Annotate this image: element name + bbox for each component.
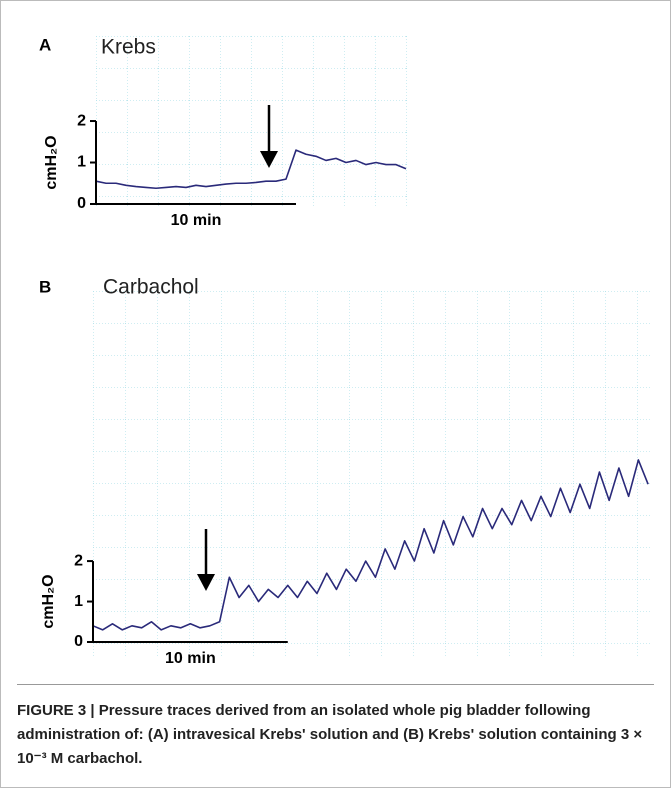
chart-paper	[96, 36, 409, 206]
panel-title: Krebs	[101, 36, 156, 59]
y-tick-label: 0	[74, 633, 83, 650]
arrow	[197, 529, 215, 591]
y-tick-label: 2	[77, 112, 86, 129]
caption: FIGURE 3 | Pressure traces derived from …	[17, 699, 657, 771]
panel-title: Carbachol	[103, 276, 199, 299]
trace	[95, 149, 407, 190]
arrow	[260, 105, 278, 168]
y-tick-label: 0	[77, 195, 86, 212]
panel-label: B	[39, 277, 51, 296]
y-axis-label: cmH₂O	[43, 135, 60, 189]
chart-area: A Krebs 0 1 2 cmH₂O 10 min B Carbachol 0 1 2 cmH₂O 10…	[39, 35, 652, 667]
divider	[17, 684, 654, 685]
panel-label: A	[39, 35, 51, 54]
chart-paper	[93, 291, 652, 656]
scale-bar-label: 10 min	[165, 650, 216, 667]
scale-bar-label: 10 min	[171, 212, 222, 229]
y-tick-label: 1	[74, 593, 83, 610]
trace	[92, 459, 649, 631]
caption-text: Pressure traces derived from an isolated…	[17, 702, 643, 767]
y-tick-label: 1	[77, 154, 86, 171]
y-axis-label: cmH₂O	[40, 574, 57, 628]
caption-label: FIGURE 3 |	[17, 702, 95, 719]
y-tick-label: 2	[74, 552, 83, 569]
